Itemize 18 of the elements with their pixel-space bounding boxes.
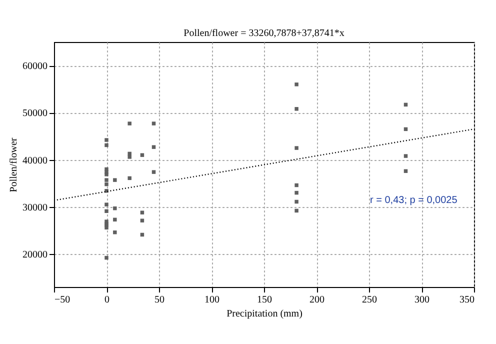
x-tick-label: 200 xyxy=(310,294,324,306)
annotation: r = 0,43; p = 0,0025 xyxy=(370,195,458,206)
chart-title: Pollen/flower = 33260,7878+37,8741*x xyxy=(184,28,344,39)
y-tick-label: 60000 xyxy=(22,61,48,72)
x-tick-label: 250 xyxy=(362,294,377,306)
x-axis-title: Precipitation (mm) xyxy=(226,308,302,320)
x-tick-label: 0 xyxy=(104,294,110,306)
x-tick-label: 100 xyxy=(204,294,220,306)
x-tick-label: 150 xyxy=(257,294,272,306)
x-tick-label: 300 xyxy=(414,294,430,306)
x-tick-label: 350 xyxy=(460,294,474,306)
y-tick-label: 50000 xyxy=(22,108,48,120)
y-tick-label: 30000 xyxy=(22,202,48,214)
x-tick-label: 50 xyxy=(154,294,164,306)
x-tick-label: −50 xyxy=(54,294,70,306)
y-tick-label: 40000 xyxy=(22,155,48,166)
y-tick-label: 20000 xyxy=(22,250,48,261)
y-axis-title: Pollen/flower xyxy=(8,137,20,192)
